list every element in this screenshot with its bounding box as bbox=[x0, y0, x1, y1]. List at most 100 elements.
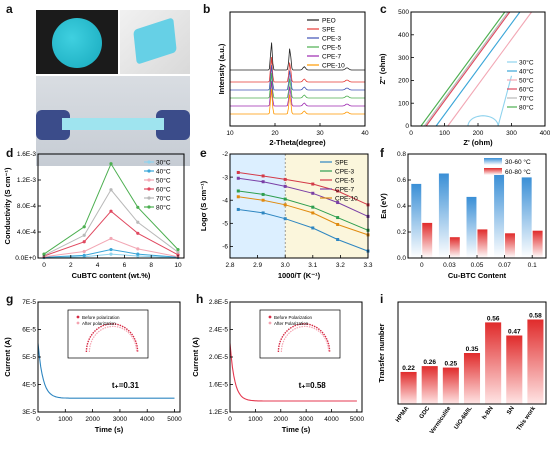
x-tick-label: 4000 bbox=[140, 416, 155, 423]
legend-label: CPE-7 bbox=[322, 54, 342, 61]
ea-bar-60-80 bbox=[477, 229, 488, 258]
x-tick-label: 0 bbox=[228, 416, 232, 423]
conductivity-point bbox=[82, 249, 86, 254]
xrd-series-cpe-5 bbox=[230, 72, 365, 99]
y-tick-label: 0.6 bbox=[397, 177, 406, 184]
legend-label: 60-80 °C bbox=[505, 168, 531, 176]
x-tick-label: 30 bbox=[316, 130, 324, 137]
legend-label: 50°C bbox=[156, 177, 171, 185]
y-tick-label: 0.0E+0 bbox=[15, 255, 36, 262]
ea-bar-60-80 bbox=[422, 222, 433, 258]
x-axis-label: Z' (ohm) bbox=[463, 138, 493, 147]
conductivity-point bbox=[109, 236, 113, 241]
category-label: HPMA bbox=[395, 405, 410, 423]
y-tick-label: 1.6E-3 bbox=[17, 151, 37, 158]
legend-label: 30-60 °C bbox=[505, 158, 531, 166]
x-tick-label: 2000 bbox=[85, 416, 100, 423]
category-label: 0.07 bbox=[498, 262, 511, 269]
arrhenius-point bbox=[236, 189, 240, 193]
arrhenius-point bbox=[236, 207, 240, 211]
category-label: GDC bbox=[419, 405, 432, 420]
legend-swatch bbox=[484, 168, 502, 175]
legend-swatch bbox=[484, 158, 502, 165]
legend-marker bbox=[147, 187, 151, 191]
conductivity-point bbox=[82, 253, 86, 257]
x-tick-label: 20 bbox=[271, 130, 279, 137]
y-tick-label: 400 bbox=[398, 32, 409, 39]
panel-label-f: f bbox=[380, 146, 384, 160]
x-tick-label: 6 bbox=[123, 262, 127, 269]
polarization-chart-h: 0 1000 2000 3000 4000 5000 1.2E-5 1.6E-5 2.0E-5 2… bbox=[191, 299, 365, 434]
arrhenius-point bbox=[261, 211, 265, 215]
legend-label: 30°C bbox=[519, 59, 534, 67]
x-tick-label: 4 bbox=[96, 262, 100, 269]
x-tick-label: 5000 bbox=[167, 416, 182, 423]
ea-bar-30-60 bbox=[521, 177, 532, 258]
y-tick-label: 100 bbox=[398, 100, 409, 107]
x-tick-label: 0 bbox=[36, 416, 40, 423]
x-tick-label: 0 bbox=[409, 130, 413, 137]
nyquist-series-3 bbox=[425, 11, 511, 127]
conductivity-point bbox=[82, 233, 86, 237]
inset-legend-label: Before polarization bbox=[82, 315, 120, 320]
arrhenius-point bbox=[336, 216, 340, 220]
x-tick-label: 1000 bbox=[248, 416, 263, 423]
x-tick-label: 1000 bbox=[58, 416, 73, 423]
ea-bar-30-60 bbox=[438, 173, 449, 258]
conductivity-point bbox=[42, 252, 46, 256]
polarization-curve bbox=[37, 343, 175, 399]
panel-label-g: g bbox=[6, 292, 14, 306]
x-tick-label: 300 bbox=[506, 130, 517, 137]
y-axis-label: Conductivity (S cm⁻¹) bbox=[3, 167, 12, 244]
legend-label: CPE-3 bbox=[322, 36, 342, 43]
xrd-chart: 10 20 30 40 2-Theta(degree) Intensity (a.u.) P… bbox=[217, 11, 369, 147]
arrhenius-point bbox=[236, 170, 240, 174]
y-tick-label: 0.4 bbox=[397, 203, 406, 210]
inset-frame bbox=[259, 309, 341, 359]
legend-label: CPE-7 bbox=[335, 187, 355, 194]
arrhenius-point bbox=[283, 217, 287, 221]
arrhenius-line-1 bbox=[238, 190, 369, 231]
x-tick-label: 2.8 bbox=[225, 262, 234, 269]
xrd-series-spe bbox=[230, 56, 365, 83]
y-tick-label: 2.4E-5 bbox=[209, 327, 229, 334]
conductivity-chart: 0 2 4 6 8 10 0.0E+0 4.0E-4 8.0E-4 1.2E-3 1.6E-3 CuB… bbox=[3, 151, 185, 280]
arrhenius-point bbox=[261, 180, 265, 184]
y-tick-label: 3E-5 bbox=[22, 409, 36, 416]
conductivity-point bbox=[109, 209, 113, 213]
x-tick-label: 3.2 bbox=[336, 262, 345, 269]
y-tick-label: 6E-5 bbox=[22, 327, 36, 334]
y-axis-label: Intensity (a.u.) bbox=[217, 43, 226, 94]
legend-label: 60°C bbox=[156, 186, 171, 194]
x-axis-label: 2-Theta(degree) bbox=[269, 138, 326, 147]
legend-label: CPE-3 bbox=[335, 169, 355, 176]
x-axis-label: Cu-BTC Content bbox=[448, 271, 507, 280]
legend-label: PEO bbox=[322, 18, 336, 25]
legend-label: 40°C bbox=[519, 68, 534, 76]
xrd-series-cpe-10 bbox=[230, 88, 365, 115]
y-tick-label: 0 bbox=[405, 123, 409, 130]
x-tick-label: 3.3 bbox=[363, 262, 372, 269]
arrhenius-point bbox=[311, 205, 315, 209]
arrhenius-point bbox=[336, 201, 340, 205]
transfer-bar bbox=[421, 366, 438, 404]
nyquist-series-4 bbox=[423, 11, 509, 127]
arrhenius-point bbox=[336, 238, 340, 242]
membrane-disc bbox=[52, 18, 102, 68]
bar-value-label: 0.58 bbox=[529, 312, 542, 319]
y-axis-label: Current (A) bbox=[3, 337, 12, 377]
arrhenius-point bbox=[236, 195, 240, 199]
legend-label: SPE bbox=[322, 27, 336, 34]
inset-legend-label: Before Polarization bbox=[274, 315, 313, 320]
arrhenius-point bbox=[336, 189, 340, 193]
conductivity-point bbox=[109, 252, 113, 256]
nyquist-series-1 bbox=[435, 11, 521, 127]
x-tick-label: 2.9 bbox=[253, 262, 262, 269]
conductivity-point bbox=[136, 247, 140, 251]
legend-label: SPE bbox=[335, 160, 349, 167]
y-tick-label: -4 bbox=[222, 197, 228, 204]
category-label: UiO-66/IL bbox=[454, 405, 474, 430]
legend-label: CPE-5 bbox=[322, 45, 342, 52]
y-tick-label: 5E-5 bbox=[22, 354, 36, 361]
x-tick-label: 200 bbox=[473, 130, 484, 137]
